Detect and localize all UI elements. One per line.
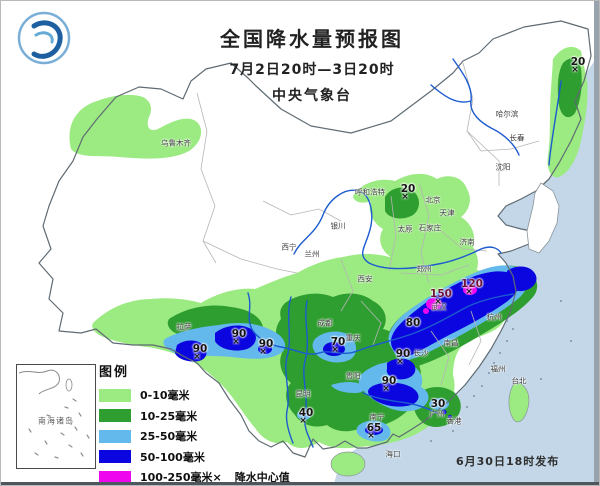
rain-value-label: 30 [430, 397, 446, 410]
south-china-sea-inset: 南海诸岛 [16, 364, 96, 469]
rain-center-marker: × [434, 297, 442, 307]
city-label: 重庆 [345, 333, 361, 343]
city-label: 济南 [459, 237, 475, 247]
city-label: 哈尔滨 [495, 109, 519, 119]
rivers [247, 58, 562, 448]
legend-swatch [99, 470, 131, 484]
legend-item: 10-25毫米 [99, 408, 329, 424]
rain-value-label: 65 [366, 421, 382, 434]
legend-label: 25-50毫米 [140, 430, 198, 443]
city-label: 西宁 [281, 242, 297, 252]
city-label: 广州 [429, 409, 445, 419]
city-label: 贵阳 [345, 371, 361, 381]
rain-value-label: 90 [258, 337, 274, 350]
city-label: 南昌 [443, 338, 459, 348]
city-label: 银川 [330, 221, 346, 231]
rain-value-label: 40 [298, 406, 314, 419]
legend-swatch [99, 429, 131, 443]
city-label: 长春 [509, 133, 525, 143]
city-label: 香港 [446, 416, 462, 426]
korea-peninsula [526, 182, 560, 254]
rain-center-marker: × [331, 345, 339, 355]
rain-value-label: 90 [231, 327, 247, 340]
legend-label: 100-250毫米× [140, 471, 222, 484]
city-label: 拉萨 [176, 322, 192, 332]
rain-value-label: 90 [381, 374, 397, 387]
rain-center-marker: × [299, 416, 307, 426]
rain-value-label: 90 [395, 347, 411, 360]
rain-center-marker: × [367, 431, 375, 441]
city-label: 乌鲁木齐 [161, 138, 191, 148]
rain-value-label: 150 [430, 287, 452, 300]
legend-item: 50-100毫米 [99, 449, 329, 465]
legend-label: 10-25毫米 [140, 409, 198, 423]
city-label: 西安 [357, 274, 373, 284]
frame-bottom-edge [1, 482, 599, 485]
legend-item: 0-10毫米 [99, 387, 329, 403]
page-title: 全国降水量预报图 [220, 27, 404, 51]
city-label: 兰州 [304, 249, 320, 259]
issue-time: 6月30日18时发布 [456, 455, 560, 468]
rain-center-marker: × [232, 337, 240, 347]
legend: 图例 0-10毫米 10-25毫米 25-50毫米 50-100毫米 100-250毫米… [99, 361, 329, 485]
city-label: 成都 [317, 318, 333, 328]
inset-label: 南海诸岛 [38, 416, 74, 426]
city-label: 太原 [397, 224, 413, 234]
city-label: 南宁 [369, 412, 385, 422]
coastal-islands [430, 300, 572, 442]
rain-value-label: 20 [400, 182, 416, 195]
china-border [38, 20, 592, 458]
rain-center-marker: × [396, 357, 404, 367]
rain-value-label: 70 [330, 335, 346, 348]
rain-value-label: 90 [192, 342, 208, 355]
legend-swatch [99, 388, 131, 402]
city-label: 福州 [490, 364, 506, 374]
rain-center-marker: × [465, 287, 473, 297]
legend-swatch [99, 409, 131, 422]
rain-center-marker: × [571, 65, 579, 75]
rain-value-label: 80 [405, 316, 421, 329]
cma-meteorological-logo [17, 11, 71, 65]
city-label: 石家庄 [418, 223, 442, 233]
city-label: 郑州 [416, 264, 432, 274]
forecast-period: 7月2日20时—3日20时 [229, 62, 395, 78]
rain-center-marker: × [382, 384, 390, 394]
city-label: 北京 [425, 195, 441, 205]
city-label: 天津 [439, 208, 455, 218]
city-label: 武汉 [431, 302, 447, 312]
inset-map [18, 369, 90, 459]
city-label: 杭州 [486, 312, 502, 322]
legend-swatch [99, 450, 131, 463]
rain-center-marker: × [259, 347, 267, 357]
legend-label: 0-10毫米 [140, 389, 190, 402]
agency-name: 中央气象台 [272, 88, 352, 104]
rain-value-label: 20 [570, 55, 586, 68]
rain-layer-100-250mm [423, 282, 481, 314]
rain-center-marker: × [193, 352, 201, 362]
city-label: 台北 [511, 376, 527, 386]
legend-rows: 0-10毫米 10-25毫米 25-50毫米 50-100毫米 100-250毫米× 降水… [99, 387, 329, 485]
rain-value-label: 120 [461, 277, 483, 290]
sea-area [333, 54, 599, 485]
city-label: 长沙 [413, 348, 429, 358]
legend-item: 25-50毫米 [99, 428, 329, 444]
rain-center-marker: × [401, 192, 409, 202]
legend-item: 100-250毫米× 降水中心值 [99, 469, 329, 485]
legend-title: 图例 [99, 365, 130, 380]
city-label: 昆明 [295, 389, 311, 399]
city-label: 沈阳 [495, 162, 511, 172]
header: 全国降水量预报图 7月2日20时—3日20时 中央气象台 [162, 23, 462, 105]
legend-marker-note: 降水中心值 [234, 471, 290, 484]
legend-label: 50-100毫米 [140, 450, 205, 464]
city-label: 海口 [385, 449, 401, 459]
city-label: 呼和浩特 [355, 187, 385, 197]
province-borders [196, 62, 540, 386]
frame-right-edge [594, 1, 599, 485]
